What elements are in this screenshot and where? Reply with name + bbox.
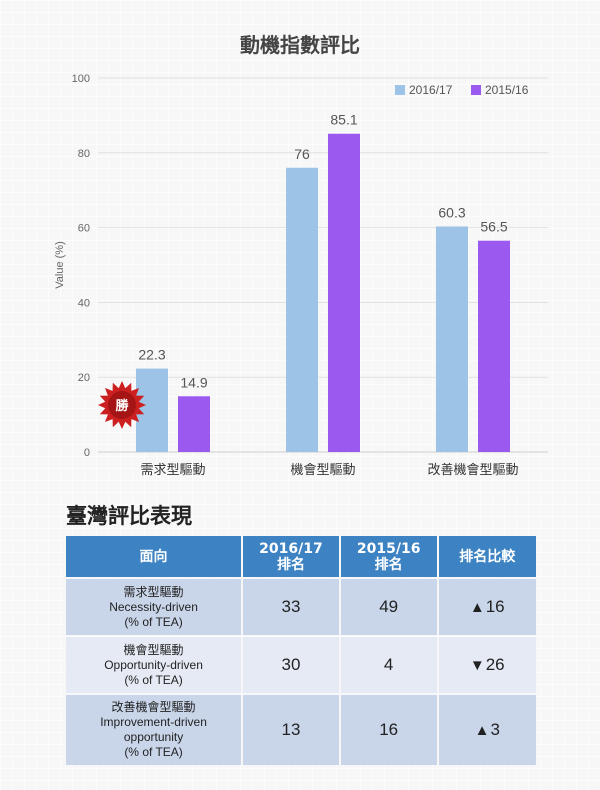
rank-compare-cell: ▲16	[438, 579, 536, 635]
aspect-en: opportunity	[123, 730, 184, 744]
header-rank-2016: 2016/17 排名	[243, 536, 339, 577]
data-label: 14.9	[180, 374, 207, 390]
legend-label: 2015/16	[485, 83, 529, 97]
bar-2016-17-1	[286, 167, 318, 452]
ranking-section-title: 臺灣評比表現	[66, 504, 192, 528]
header-aspect: 面向	[66, 536, 242, 577]
aspect-en: Necessity-driven	[109, 599, 198, 614]
y-tick-label: 60	[78, 223, 90, 235]
y-tick-label: 20	[78, 372, 90, 384]
aspect-zh: 機會型驅動	[123, 642, 184, 657]
rank-change-value: 3	[490, 720, 500, 739]
x-category-label: 機會型驅動	[290, 463, 355, 478]
bar-2016-17-2	[436, 226, 468, 452]
aspect-en: (% of TEA)	[124, 614, 183, 629]
triangle-down-icon: ▼	[469, 657, 485, 674]
row-aspect: 機會型驅動 Opportunity-driven (% of TEA)	[66, 637, 242, 693]
header-rank-2015-year: 2015/16	[356, 540, 421, 557]
header-rank-2016-year: 2016/17	[259, 540, 323, 557]
y-tick-label: 80	[78, 148, 90, 160]
aspect-en: Improvement-driven	[100, 715, 207, 729]
legend-swatch	[471, 85, 481, 95]
legend-swatch	[395, 85, 405, 95]
rank-change-value: 26	[485, 655, 505, 674]
aspect-en: Opportunity-driven	[104, 657, 203, 672]
aspect-en: (% of TEA)	[124, 745, 183, 759]
triangle-up-icon: ▲	[469, 599, 485, 616]
win-badge-text: 勝	[115, 398, 129, 414]
rank-2015-cell: 4	[340, 637, 437, 693]
table-header-row: 面向 2016/17 排名 2015/16 排名 排名比較	[66, 536, 536, 577]
header-rank-2015-label: 排名	[374, 556, 403, 573]
rank-2015-cell: 16	[340, 695, 437, 765]
x-category-label: 需求型驅動	[140, 463, 205, 478]
data-label: 85.1	[330, 112, 357, 128]
chart-title: 動機指數評比	[240, 33, 360, 57]
y-tick-label: 0	[84, 447, 90, 459]
bar-2015-16-2	[478, 240, 510, 452]
data-label: 60.3	[438, 204, 465, 220]
rank-compare-cell: ▼26	[438, 637, 536, 693]
y-axis-title: Value (%)	[54, 241, 66, 288]
y-tick-label: 40	[78, 297, 90, 309]
x-category-label: 改善機會型驅動	[427, 462, 518, 478]
bar-2016-17-0	[136, 368, 168, 452]
bar-2015-16-0	[178, 396, 210, 452]
header-compare: 排名比較	[438, 536, 536, 577]
legend-label: 2016/17	[409, 83, 453, 97]
rank-2016-cell: 13	[243, 695, 339, 765]
rank-compare-cell: ▲3	[438, 695, 536, 765]
ranking-table: 面向 2016/17 排名 2015/16 排名 排名比較 需求型驅動 Nece…	[64, 534, 538, 767]
table-row: 改善機會型驅動 Improvement-driven opportunity (…	[66, 695, 536, 765]
motivation-bar-chart: 動機指數評比 0 20 40 60 80 100 Value (%) 22.3 14.9 需求型驅…	[54, 33, 548, 478]
row-aspect: 需求型驅動 Necessity-driven (% of TEA)	[66, 579, 242, 635]
header-rank-2016-label: 排名	[276, 556, 305, 573]
rank-2016-cell: 30	[243, 637, 339, 693]
aspect-en: (% of TEA)	[124, 672, 183, 687]
table-row: 需求型驅動 Necessity-driven (% of TEA) 33 49 …	[66, 579, 536, 635]
win-badge-core	[108, 391, 136, 419]
aspect-zh: 需求型驅動	[123, 584, 184, 599]
rank-change-value: 16	[485, 597, 505, 616]
y-tick-label: 100	[72, 73, 90, 85]
triangle-up-icon: ▲	[474, 722, 490, 739]
aspect-zh: 改善機會型驅動	[111, 700, 196, 714]
rank-2015-cell: 49	[340, 579, 437, 635]
rank-2016-cell: 33	[243, 579, 339, 635]
data-label: 22.3	[138, 347, 165, 363]
row-aspect: 改善機會型驅動 Improvement-driven opportunity (…	[66, 695, 242, 765]
data-label: 76	[294, 146, 310, 162]
bar-2015-16-1	[328, 133, 360, 452]
data-label: 56.5	[480, 219, 507, 235]
header-rank-2015: 2015/16 排名	[340, 536, 437, 577]
table-row: 機會型驅動 Opportunity-driven (% of TEA) 30 4…	[66, 637, 536, 693]
